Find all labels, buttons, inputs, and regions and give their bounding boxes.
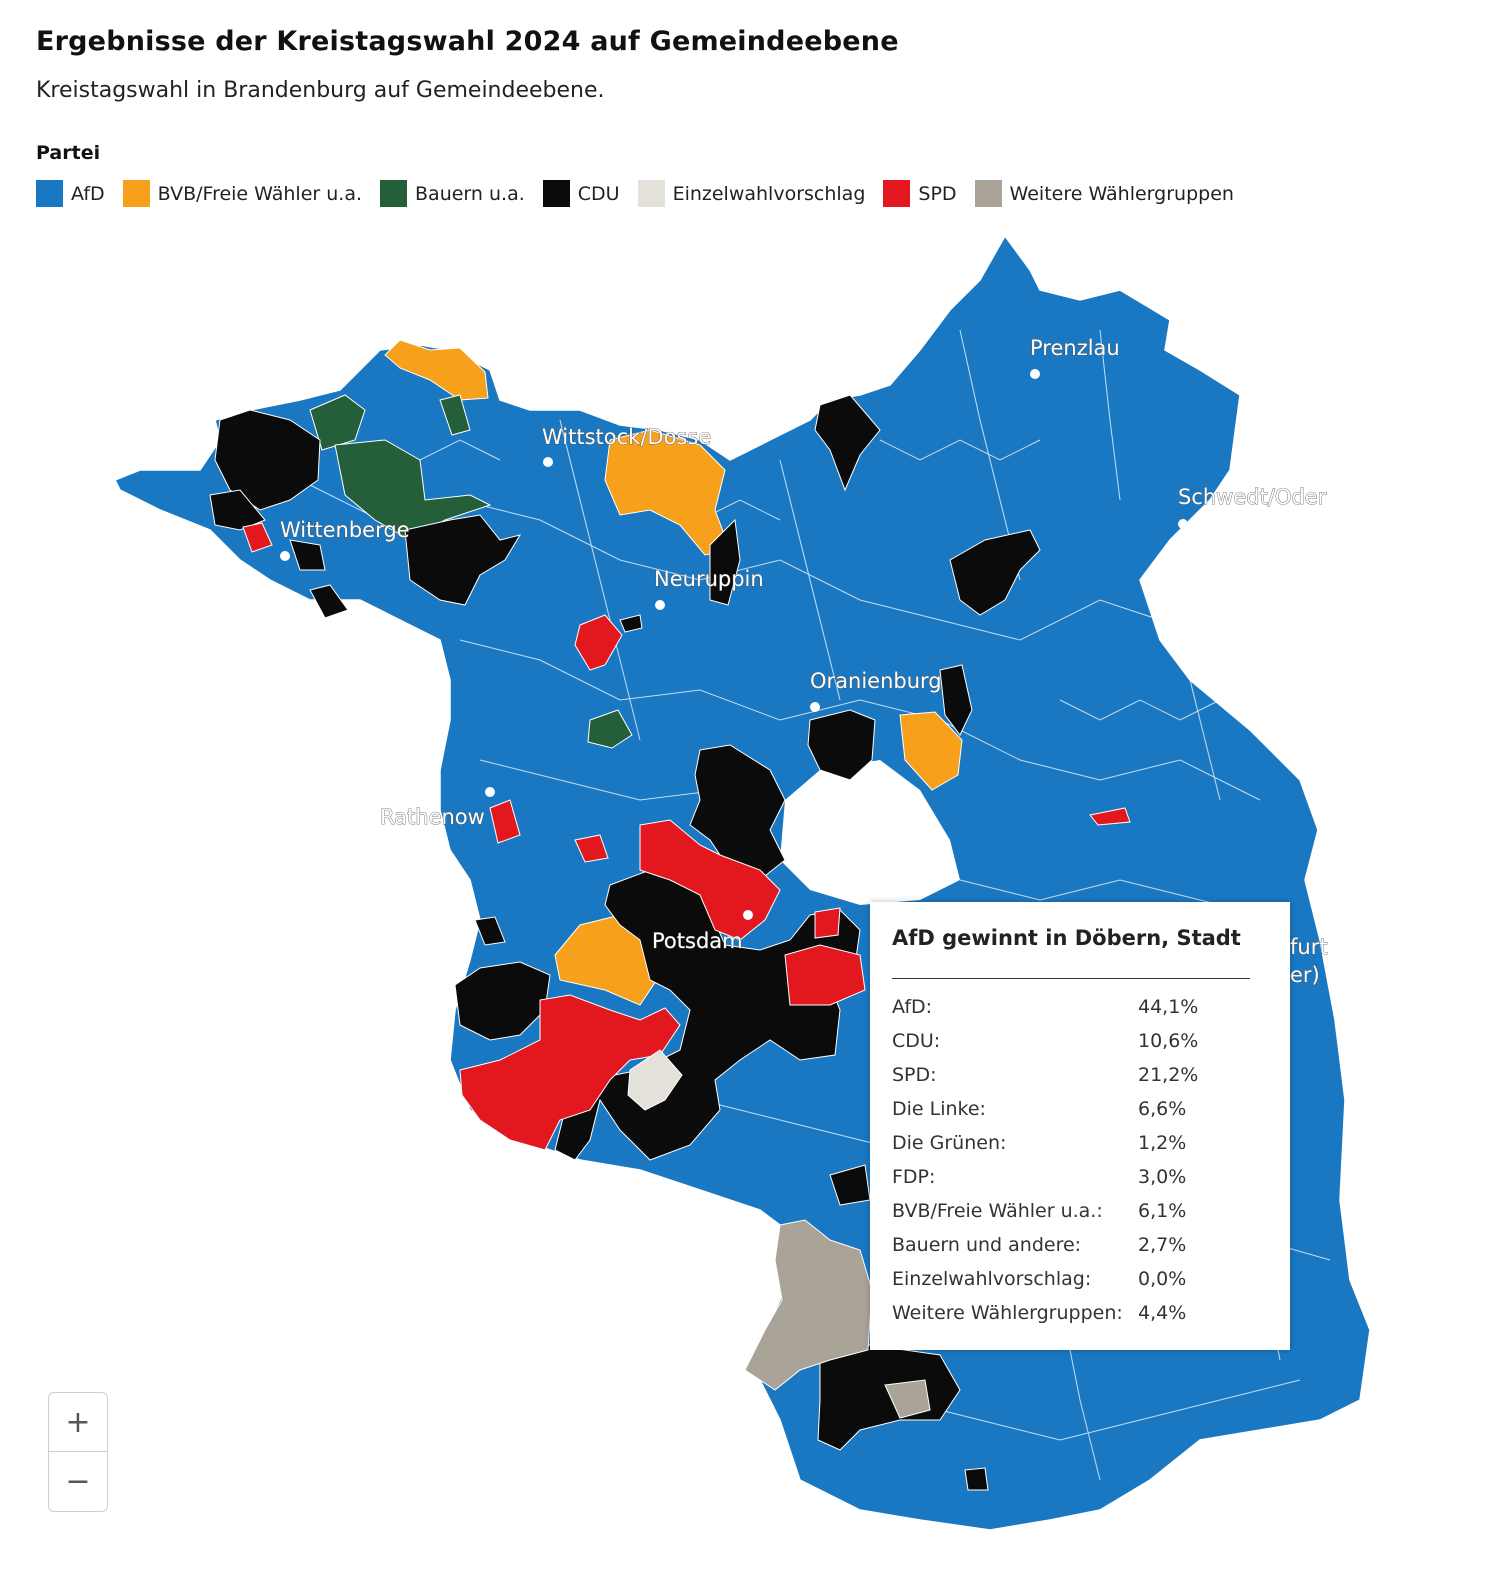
city-dot — [1030, 369, 1040, 379]
city-dot — [280, 551, 290, 561]
city-label: Wittstock/Dosse — [542, 425, 711, 449]
tooltip-row: Die Linke: 6,6% — [892, 1092, 1218, 1126]
city-label: Prenzlau — [1030, 336, 1120, 360]
tooltip-row: Weitere Wählergruppen: 4,4% — [892, 1296, 1218, 1330]
tooltip-row: FDP: 3,0% — [892, 1160, 1218, 1194]
city-label: Rathenow — [380, 805, 485, 829]
brandenburg-map[interactable]: Prenzlau Wittstock/Dosse Schwedt/Oder Wi… — [0, 220, 1500, 1579]
party-share: 1,2% — [1138, 1132, 1187, 1154]
legend-item-afd[interactable]: AfD — [36, 180, 105, 207]
city-dot — [810, 702, 820, 712]
city-potsdam: Potsdam — [652, 910, 753, 953]
party-share: 44,1% — [1138, 996, 1199, 1018]
city-label: Neuruppin — [654, 567, 764, 591]
city-prenzlau: Prenzlau — [1030, 336, 1120, 379]
legend-item-spd[interactable]: SPD — [883, 180, 957, 207]
city-rathenow: Rathenow — [380, 787, 495, 829]
legend-title: Partei — [36, 142, 101, 164]
party-name: SPD: — [892, 1064, 937, 1086]
city-dot — [485, 787, 495, 797]
legend-item-bvb[interactable]: BVB/Freie Wähler u.a. — [122, 180, 363, 207]
berlin-hole — [780, 760, 960, 905]
city-label: Potsdam — [652, 929, 743, 953]
tooltip-row: Einzelwahlvorschlag: 0,0% — [892, 1262, 1218, 1296]
tooltip-heading: AfD gewinnt in Döbern, Stadt — [892, 926, 1241, 950]
municipality-tooltip: AfD gewinnt in Döbern, Stadt AfD: 44,1% C… — [870, 902, 1290, 1350]
legend: AfD BVB/Freie Wähler u.a. Bauern u.a. CD… — [36, 180, 1252, 207]
city-dot — [743, 910, 753, 920]
legend-item-einzelwahlvorschlag[interactable]: Einzelwahlvorschlag — [637, 180, 866, 207]
tooltip-row: CDU: 10,6% — [892, 1024, 1218, 1058]
city-dot — [543, 457, 553, 467]
party-name: Die Linke: — [892, 1098, 986, 1120]
zoom-out-button[interactable]: − — [49, 1451, 107, 1510]
legend-label: SPD — [918, 182, 957, 205]
party-share: 2,7% — [1138, 1234, 1187, 1256]
party-name: Einzelwahlvorschlag: — [892, 1268, 1092, 1290]
region-bauern[interactable] — [309, 394, 633, 749]
map-title: Ergebnisse der Kreistagswahl 2024 auf Ge… — [36, 26, 899, 57]
party-share: 21,2% — [1138, 1064, 1199, 1086]
city-oranienburg: Oranienburg — [810, 669, 942, 712]
zoom-in-button[interactable]: + — [65, 1404, 91, 1440]
legend-label: AfD — [71, 182, 105, 205]
legend-item-weitere[interactable]: Weitere Wählergruppen — [974, 180, 1234, 207]
tooltip-divider — [892, 978, 1250, 979]
city-label: furt — [1290, 935, 1328, 959]
city-neuruppin: Neuruppin — [654, 567, 764, 610]
tooltip-row: Die Grünen: 1,2% — [892, 1126, 1218, 1160]
city-wittstock: Wittstock/Dosse — [542, 425, 712, 467]
city-wittenberge: Wittenberge — [280, 518, 410, 561]
legend-item-cdu[interactable]: CDU — [542, 180, 620, 207]
tooltip-results: AfD: 44,1% CDU: 10,6% SPD: 21,2% Die Linke:… — [892, 990, 1218, 1330]
legend-label: Weitere Wählergruppen — [1009, 182, 1234, 205]
tooltip-row: AfD: 44,1% — [892, 990, 1218, 1024]
party-share: 0,0% — [1138, 1268, 1187, 1290]
region-spd[interactable] — [242, 522, 1131, 1151]
party-name: BVB/Freie Wähler u.a.: — [892, 1200, 1103, 1222]
legend-item-bauern[interactable]: Bauern u.a. — [380, 180, 525, 207]
tooltip-row: Bauern und andere: 2,7% — [892, 1228, 1218, 1262]
legend-label: BVB/Freie Wähler u.a. — [157, 182, 363, 205]
party-share: 4,4% — [1138, 1302, 1187, 1324]
region-einzelwahlvorschlag[interactable] — [627, 1049, 683, 1111]
legend-swatch — [122, 180, 150, 207]
party-share: 10,6% — [1138, 1030, 1199, 1052]
party-name: FDP: — [892, 1166, 936, 1188]
party-name: Die Grünen: — [892, 1132, 1007, 1154]
zoom-control: + − — [48, 1392, 108, 1512]
city-label: Wittenberge — [280, 518, 410, 542]
party-name: CDU: — [892, 1030, 941, 1052]
party-share: 6,1% — [1138, 1200, 1187, 1222]
map-subtitle: Kreistagswahl in Brandenburg auf Gemeind… — [36, 78, 605, 103]
party-name: AfD: — [892, 996, 933, 1018]
city-dot — [1178, 519, 1188, 529]
party-share: 3,0% — [1138, 1166, 1187, 1188]
region-bvb[interactable] — [384, 339, 963, 1006]
tooltip-row: SPD: 21,2% — [892, 1058, 1218, 1092]
city-schwedt: Schwedt/Oder — [1178, 485, 1327, 529]
legend-label: CDU — [577, 182, 620, 205]
legend-label: Bauern u.a. — [415, 182, 525, 205]
city-label: Oranienburg — [810, 669, 942, 693]
legend-swatch — [380, 180, 408, 207]
legend-swatch — [883, 180, 911, 207]
city-frankfurt-partial: furt er) — [1290, 935, 1328, 988]
city-label: er) — [1290, 963, 1320, 987]
legend-swatch — [542, 180, 570, 207]
city-label: Schwedt/Oder — [1178, 485, 1327, 509]
legend-swatch — [637, 180, 665, 207]
city-dot — [655, 600, 665, 610]
region-weitere[interactable] — [744, 1219, 931, 1419]
legend-swatch — [974, 180, 1002, 207]
party-share: 6,6% — [1138, 1098, 1187, 1120]
party-name: Bauern und andere: — [892, 1234, 1082, 1256]
legend-label: Einzelwahlvorschlag — [672, 182, 866, 205]
party-name: Weitere Wählergruppen: — [892, 1302, 1123, 1324]
legend-swatch — [36, 180, 63, 207]
tooltip-row: BVB/Freie Wähler u.a.: 6,1% — [892, 1194, 1218, 1228]
